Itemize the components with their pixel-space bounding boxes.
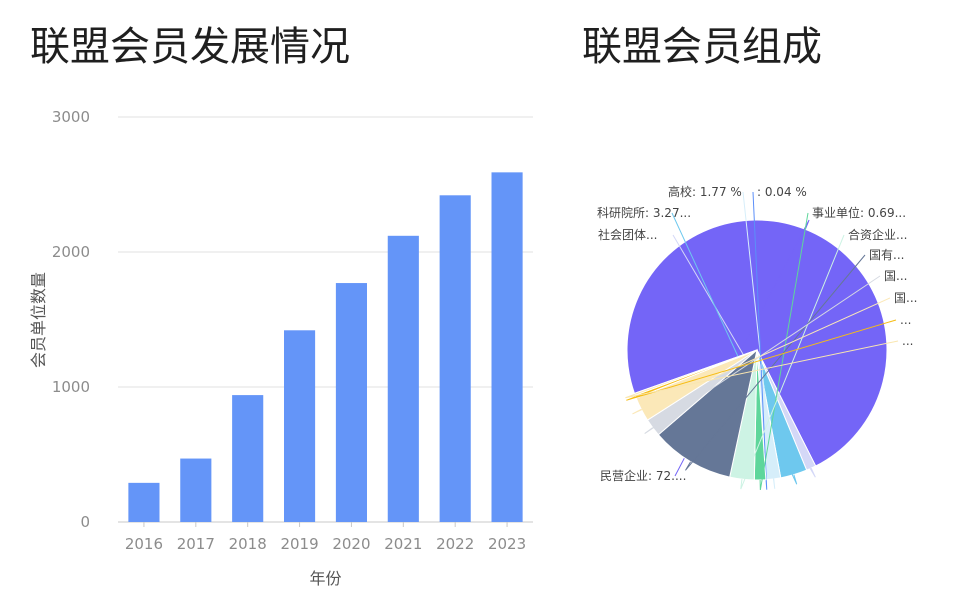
y-tick-label: 3000 bbox=[52, 108, 90, 126]
pie-slice-label: 合资企业... bbox=[848, 227, 907, 242]
y-tick-label: 0 bbox=[80, 513, 90, 531]
pie-leader-line bbox=[626, 319, 897, 401]
bar-chart: 0 1000 2000 3000 2016 2017 2018 2019 2020 2021 202… bbox=[29, 108, 533, 588]
bar[interactable] bbox=[128, 482, 160, 522]
bar[interactable] bbox=[439, 195, 471, 523]
pie-slice-label: 高校: 1.77 % bbox=[668, 184, 742, 199]
bar[interactable] bbox=[491, 172, 523, 522]
pie-slice[interactable] bbox=[657, 348, 758, 478]
x-tick-label: 2017 bbox=[177, 535, 215, 553]
pie-slice-label: ... bbox=[900, 313, 911, 327]
pie-chart: 民营企业: 72.... 社会团体... 科研院所: 3.27... 高校: 1.77… bbox=[597, 184, 917, 491]
bar[interactable] bbox=[387, 235, 419, 523]
pie-slice-label: 国... bbox=[884, 269, 907, 283]
pie-leader-line bbox=[625, 340, 899, 399]
pie-leader-line bbox=[632, 297, 891, 415]
x-tick-label: 2023 bbox=[488, 535, 526, 553]
pie-leader-line bbox=[752, 191, 768, 490]
bar[interactable] bbox=[284, 330, 316, 522]
bar[interactable] bbox=[232, 395, 264, 522]
pie-slice-label: 科研院所: 3.27... bbox=[597, 206, 691, 220]
x-tick-label: 2021 bbox=[384, 535, 422, 553]
pie-leader-line bbox=[644, 275, 881, 434]
x-tick-label: 2016 bbox=[125, 535, 163, 553]
x-tick-label: 2019 bbox=[280, 535, 318, 553]
pie-leader-line bbox=[742, 191, 776, 489]
pie-leader-line bbox=[671, 212, 798, 485]
y-axis-label: 会员单位数量 bbox=[29, 272, 48, 368]
bar[interactable] bbox=[180, 458, 212, 522]
pie-chart-title: 联盟会员组成 bbox=[582, 24, 822, 70]
x-tick-label: 2018 bbox=[229, 535, 267, 553]
pie-leader-line bbox=[672, 234, 816, 478]
pie-slice-label: 社会团体... bbox=[598, 227, 657, 242]
x-tick-label: 2022 bbox=[436, 535, 474, 553]
x-tick-label: 2020 bbox=[332, 535, 370, 553]
pie-slice-label: 国... bbox=[894, 291, 917, 305]
pie-slice-label: : 0.04 % bbox=[757, 185, 807, 199]
bar[interactable] bbox=[335, 283, 367, 522]
pie-leader-line bbox=[685, 254, 866, 471]
pie-slice-label: 事业单位: 0.69... bbox=[812, 205, 906, 220]
pie-slice-label: ... bbox=[902, 334, 913, 348]
pie-slice-label: 国有... bbox=[869, 248, 904, 262]
y-tick-label: 1000 bbox=[52, 378, 90, 396]
pie-leader-line bbox=[740, 234, 845, 490]
pie-leader-line bbox=[759, 212, 809, 491]
bar-chart-title: 联盟会员发展情况 bbox=[30, 24, 350, 70]
y-tick-label: 2000 bbox=[52, 243, 90, 261]
x-axis-label: 年份 bbox=[309, 569, 341, 588]
pie-slice-label: 民营企业: 72.... bbox=[600, 468, 686, 483]
